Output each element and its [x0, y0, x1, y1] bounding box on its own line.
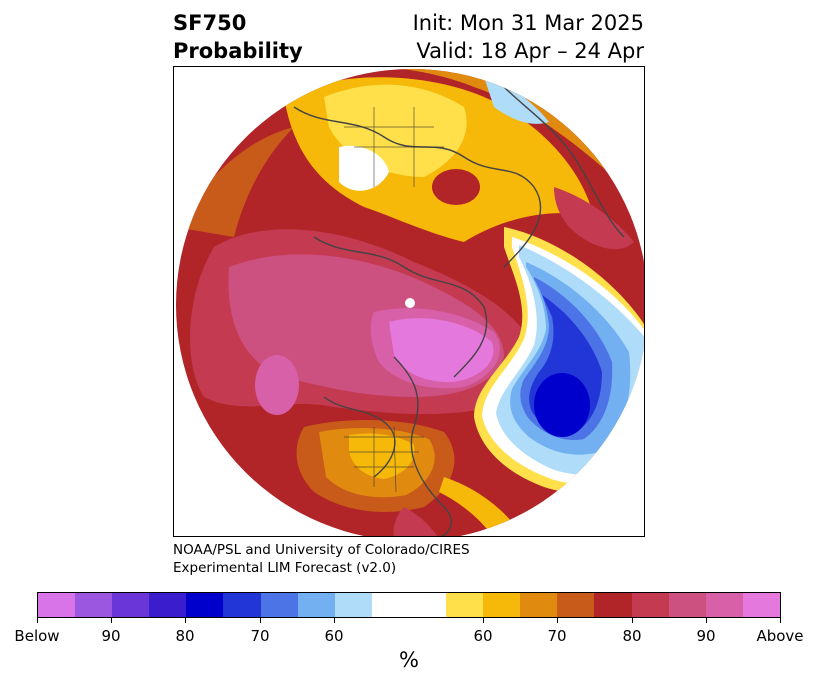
- colorbar-swatch: [260, 593, 298, 617]
- colorbar-tick-label: Below: [14, 627, 60, 645]
- colorbar-swatch: [483, 593, 521, 617]
- colorbar-tick: [483, 618, 484, 623]
- colorbar-swatch: [631, 593, 669, 617]
- colorbar-swatch: [371, 593, 409, 617]
- init-date: Init: Mon 31 Mar 2025: [412, 11, 644, 35]
- colorbar-swatch: [149, 593, 187, 617]
- colorbar-tick: [111, 618, 112, 623]
- colorbar-tick: [557, 618, 558, 623]
- colorbar-tick-label: 60: [473, 627, 493, 645]
- field-navy-pacific-center: [534, 373, 590, 437]
- colorbar-swatch: [594, 593, 632, 617]
- borders-eurasia: [344, 107, 444, 187]
- coastline-greenland: [323, 396, 396, 478]
- colorbar-tick: [260, 618, 261, 623]
- colorbar-tick: [185, 618, 186, 623]
- colorbar-swatch: [668, 593, 706, 617]
- field-pink-atlantic: [255, 355, 299, 415]
- field-gold-southeast: [439, 477, 524, 536]
- credit-line2: Experimental LIM Forecast (v2.0): [173, 560, 397, 576]
- field-white-eurasia: [339, 145, 389, 191]
- coastline-arctic: [313, 236, 488, 378]
- field-magenta-pole: [389, 318, 494, 383]
- colorbar-tick-label: 80: [175, 627, 195, 645]
- credit-text: NOAA/PSL and University of Colorado/CIRE…: [173, 541, 470, 577]
- colorbar-tick: [37, 618, 38, 623]
- colorbar-tick: [334, 618, 335, 623]
- coastline-alaska: [503, 86, 625, 238]
- colorbar-swatch: [112, 593, 150, 617]
- field-brown-west: [176, 127, 294, 237]
- colorbar-swatch: [223, 593, 261, 617]
- colorbar-tick-label: 80: [622, 627, 642, 645]
- forecast-dates: Init: Mon 31 Mar 2025 Valid: 18 Apr – 24…: [413, 9, 644, 65]
- colorbar-swatch: [408, 593, 447, 617]
- colorbar-swatch: [446, 593, 484, 617]
- credit-line1: NOAA/PSL and University of Colorado/CIRE…: [173, 542, 470, 558]
- coastlines: [293, 86, 625, 536]
- field-red-eurasia: [432, 169, 480, 205]
- colorbar-tick-label: 70: [547, 627, 567, 645]
- polar-map-svg: [176, 69, 644, 536]
- borders: [344, 107, 444, 493]
- colorbar-swatch: [297, 593, 335, 617]
- colorbar-tick-label: Above: [756, 627, 804, 645]
- colorbar-swatch: [186, 593, 224, 617]
- polar-map: [173, 66, 645, 537]
- coastline-americas: [393, 356, 453, 536]
- colorbar-tick-label: 60: [324, 627, 344, 645]
- borders-usa: [344, 426, 424, 493]
- valid-dates: Valid: 18 Apr – 24 Apr: [416, 39, 644, 63]
- colorbar-tick-label: 90: [101, 627, 121, 645]
- colorbar-tick: [780, 618, 781, 623]
- colorbar-swatch: [38, 593, 76, 617]
- colorbar-swatch: [75, 593, 113, 617]
- colorbar-swatch: [705, 593, 743, 617]
- chart-title: SF750 Probability: [173, 9, 303, 65]
- colorbar-tick: [632, 618, 633, 623]
- colorbar-swatch: [334, 593, 372, 617]
- coastline-eurasia: [293, 106, 542, 268]
- colorbar-swatch: [557, 593, 595, 617]
- title-line-probability: Probability: [173, 39, 303, 63]
- colorbar-swatch: [742, 593, 780, 617]
- title-line-variable: SF750: [173, 11, 247, 35]
- pole-marker: [405, 298, 415, 308]
- colorbar-swatch: [520, 593, 558, 617]
- colorbar-unit: %: [399, 648, 419, 672]
- field-crimson-northeast: [554, 187, 634, 250]
- colorbar-tick-label: 70: [250, 627, 270, 645]
- colorbar-tick-label: 90: [696, 627, 716, 645]
- field-crimson-south: [393, 507, 439, 536]
- field-gold-usa: [349, 433, 415, 479]
- colorbar: [37, 592, 781, 618]
- colorbar-tick: [706, 618, 707, 623]
